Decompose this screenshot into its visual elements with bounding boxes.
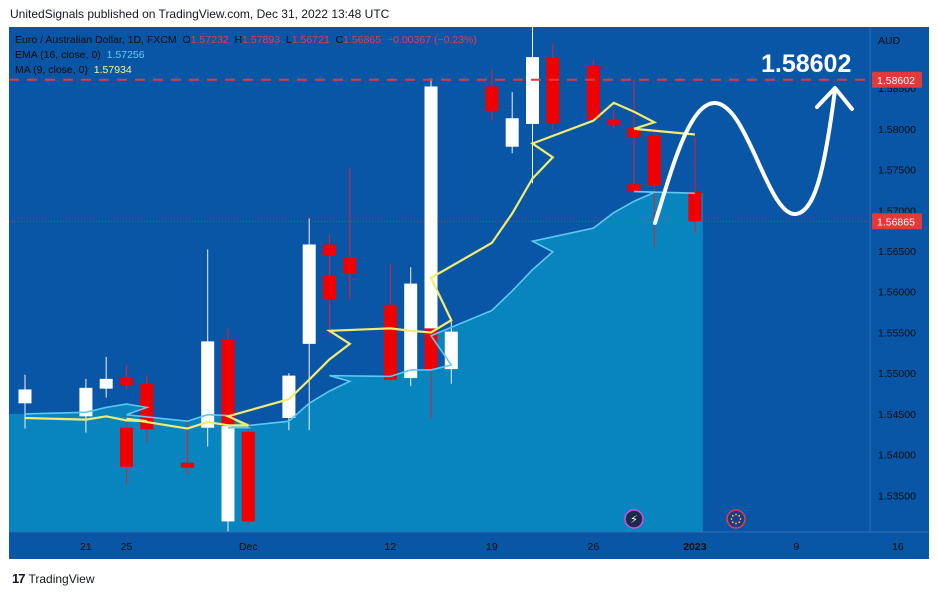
ema-area-layer	[9, 191, 703, 532]
candle-up	[201, 341, 215, 428]
candle-down	[343, 257, 357, 274]
x-tick-label: Dec	[239, 541, 258, 553]
ma-label: MA (9, close, 0)	[15, 64, 88, 76]
candle-up	[444, 331, 458, 370]
price-label: 1.58602	[872, 71, 922, 88]
footer-brand: TradingView	[28, 571, 95, 586]
tradingview-logo-icon: 17	[12, 571, 26, 586]
x-tick-label: 21	[80, 541, 92, 553]
indicator-lines-layer	[24, 101, 696, 430]
ma-line	[24, 101, 696, 430]
y-tick-label: 1.56500	[878, 246, 916, 258]
candle-down	[627, 184, 641, 192]
price-axis: AUD 1.53500 1.54000 1.54500 1.55000 1.55500 1.…	[869, 27, 929, 559]
candle-up	[526, 66, 539, 124]
x-tick-label: 12	[385, 541, 397, 553]
close-value: 1.56865	[343, 34, 382, 46]
ema-label: EMA (16, close, 0)	[15, 49, 101, 61]
candle-up	[424, 86, 438, 329]
candle-down	[383, 304, 397, 380]
candle-down	[607, 119, 621, 125]
target-price-annotation: 1.58602	[761, 50, 851, 78]
candle-down	[647, 135, 661, 186]
publisher-header: UnitedSignals published on TradingView.c…	[10, 7, 390, 21]
candle-up	[99, 378, 113, 389]
time-axis-bg	[9, 532, 929, 559]
y-tick-label: 1.58000	[878, 124, 916, 136]
y-tick-label: 1.53500	[878, 490, 916, 502]
y-tick-label: 1.54000	[878, 450, 916, 462]
ma-value: 1.57934	[93, 64, 132, 76]
candle-down	[323, 275, 336, 300]
candle-down	[586, 66, 600, 120]
candlestick-chart[interactable]: 1.58602 ⚡ AUD 1.53500 1.54000 1.54500 1.55000…	[9, 27, 929, 559]
candle-down	[120, 378, 133, 386]
candle-up	[18, 389, 32, 404]
legend-ohlc-row: Euro / Australian Dollar, 1D, FXCM O1.57…	[15, 33, 477, 48]
candle-down	[323, 244, 336, 256]
change-value: −0.00367 (−0.23%)	[386, 34, 477, 46]
y-tick-label: 1.56000	[878, 287, 916, 299]
chart-legend: Euro / Australian Dollar, 1D, FXCM O1.57…	[15, 33, 477, 78]
projection-wave	[653, 88, 837, 225]
candle-down	[241, 431, 255, 522]
y-tick-label: 1.55000	[878, 368, 916, 380]
ema-line	[24, 190, 695, 429]
candle-up	[221, 426, 235, 522]
open-value: 1.57232	[190, 34, 229, 46]
footer: 17 TradingView	[12, 571, 95, 586]
high-value: 1.57893	[242, 34, 281, 46]
high-label: H	[234, 34, 243, 46]
y-tick-label: 1.57500	[878, 165, 916, 177]
svg-text:⚡: ⚡	[630, 513, 638, 526]
ema-area-fill	[9, 191, 703, 532]
low-label: L	[285, 34, 292, 46]
projection-arrowhead	[815, 86, 854, 111]
chart-frame[interactable]: 1.58602 ⚡ AUD 1.53500 1.54000 1.54500 1.55000…	[9, 27, 929, 559]
x-tick-label: 9	[793, 541, 799, 553]
time-axis: 21 25 Dec 12 19 26 2023 9 16	[9, 531, 929, 559]
eu-flag-event-icon	[726, 509, 746, 529]
price-axis-bg	[870, 27, 929, 559]
low-value: 1.56721	[291, 34, 330, 46]
overlay-layer: 1.58602 ⚡	[9, 50, 870, 529]
candle-down	[688, 191, 702, 222]
y-tick-label: 1.54500	[878, 409, 916, 421]
close-label: C	[335, 34, 344, 46]
legend-ma-row: MA (9, close, 0) 1.57934	[15, 63, 477, 78]
candle-down	[120, 427, 133, 467]
x-tick-label: 26	[588, 541, 600, 553]
x-tick-label: 19	[486, 541, 498, 553]
y-tick-label: 1.55500	[878, 327, 916, 339]
x-tick-label: 16	[892, 541, 904, 553]
candle-down	[546, 57, 560, 124]
candle-down	[627, 128, 641, 137]
svg-text:1.56865: 1.56865	[877, 216, 915, 228]
legend-ema-row: EMA (16, close, 0) 1.57256	[15, 48, 477, 63]
ema-value: 1.57256	[106, 49, 145, 61]
candle-down	[221, 338, 235, 432]
price-label: 1.56865	[872, 213, 922, 230]
lightning-event-icon: ⚡	[624, 509, 644, 529]
candle-down	[485, 86, 499, 111]
symbol-label: Euro / Australian Dollar, 1D, FXCM	[15, 34, 177, 46]
candle-up	[282, 375, 296, 418]
axis-unit-label: AUD	[878, 35, 901, 47]
candle-up	[505, 118, 519, 147]
x-tick-label: 25	[121, 541, 133, 553]
candle-down	[180, 462, 194, 468]
open-label: O	[182, 34, 191, 46]
candle-up	[302, 244, 316, 344]
svg-text:1.58602: 1.58602	[877, 75, 915, 87]
x-tick-label: 2023	[683, 541, 707, 553]
candle-up	[79, 387, 93, 417]
